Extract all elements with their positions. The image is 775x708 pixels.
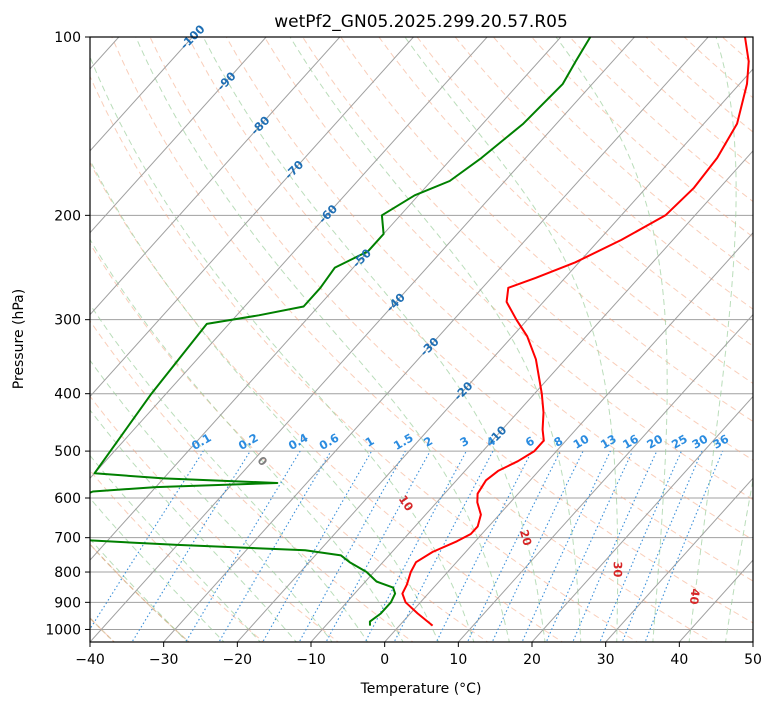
mixing-ratio-line bbox=[521, 450, 611, 642]
moist-adiabat-line bbox=[688, 37, 737, 642]
mixing-ratio-line bbox=[621, 450, 703, 642]
mixing-ratio-line bbox=[131, 450, 251, 642]
moist-adiabat-label: 20 bbox=[517, 528, 535, 547]
y-tick-label: 800 bbox=[54, 565, 81, 581]
y-tick-label: 1000 bbox=[45, 622, 81, 638]
isotherm-line bbox=[236, 68, 753, 642]
mixing-ratio-label: 25 bbox=[669, 432, 690, 452]
mixing-ratio-line bbox=[364, 450, 467, 642]
dry-adiabat-line bbox=[90, 75, 638, 642]
y-tick-label: 500 bbox=[54, 444, 81, 460]
mixing-ratio-label: 30 bbox=[690, 432, 711, 452]
dry-adiabat-line bbox=[149, 37, 753, 624]
isotherm-line bbox=[90, 37, 488, 480]
isotherm-line bbox=[531, 395, 753, 642]
temperature-profile-line bbox=[401, 37, 750, 627]
isotherm-line bbox=[162, 37, 709, 642]
dry-adiabat-line bbox=[90, 320, 414, 642]
moist-adiabat-line bbox=[90, 303, 369, 642]
y-tick-label: 700 bbox=[54, 531, 81, 547]
x-tick-label: 40 bbox=[670, 652, 688, 668]
dry-adiabat-line bbox=[90, 242, 489, 642]
isotherm-line bbox=[457, 313, 753, 642]
x-tick-label: 0 bbox=[380, 652, 389, 668]
axis-ticks: −40 −30 −20 −10 0 10 20 30 40 50 1000 900 800 700 600 5… bbox=[45, 30, 762, 668]
mixing-ratio-line bbox=[491, 450, 584, 642]
moist-adiabat-line bbox=[90, 159, 440, 642]
y-tick-label: 900 bbox=[54, 595, 81, 611]
y-tick-label: 200 bbox=[54, 208, 81, 224]
sounding-profiles bbox=[90, 37, 750, 627]
moist-adiabat-line bbox=[555, 37, 668, 642]
moist-adiabat-line bbox=[725, 477, 753, 642]
x-tick-label: 50 bbox=[744, 652, 762, 668]
plot-frame bbox=[89, 36, 754, 643]
x-tick-label: −10 bbox=[296, 652, 326, 668]
background-reference-lines bbox=[90, 37, 753, 642]
y-tick-label: 300 bbox=[54, 313, 81, 329]
mixing-ratio-label: 10 bbox=[571, 432, 592, 452]
dry-adiabat-line bbox=[90, 469, 265, 642]
dry-adiabat-line bbox=[90, 395, 339, 642]
mixing-ratio-label: 16 bbox=[620, 432, 641, 452]
mixing-ratio-label: 20 bbox=[644, 432, 665, 452]
dry-adiabat-line bbox=[302, 37, 753, 461]
mixing-ratio-line bbox=[90, 450, 204, 630]
isotherm-line bbox=[90, 37, 267, 234]
moist-adiabat-line bbox=[90, 238, 404, 642]
dry-adiabat-line bbox=[90, 543, 190, 642]
moist-adiabat-line bbox=[404, 37, 619, 642]
moist-adiabat-line bbox=[202, 37, 546, 642]
mixing-ratio-line bbox=[218, 450, 332, 642]
mixing-ratio-label: 36 bbox=[710, 432, 731, 452]
isotherm-line bbox=[310, 150, 753, 642]
mixing-ratio-label: 13 bbox=[598, 432, 619, 452]
moist-adiabat-line bbox=[135, 37, 510, 642]
isotherm-line bbox=[90, 37, 194, 152]
x-tick-label: 30 bbox=[597, 652, 615, 668]
isotherm-line bbox=[90, 37, 341, 316]
x-tick-label: −20 bbox=[223, 652, 253, 668]
isotherm-line bbox=[383, 231, 753, 642]
moist-adiabat-line bbox=[289, 37, 582, 642]
mixing-ratio-line bbox=[644, 450, 724, 642]
mixing-ratio-line bbox=[599, 450, 682, 642]
dry-adiabat-line bbox=[378, 37, 753, 385]
moist-adiabat-label: 40 bbox=[687, 588, 703, 606]
moist-adiabat-line bbox=[90, 55, 475, 642]
x-tick-label: 20 bbox=[523, 652, 541, 668]
x-axis-label: Temperature (°C) bbox=[360, 681, 482, 697]
x-tick-label: −40 bbox=[75, 652, 105, 668]
y-tick-label: 600 bbox=[54, 491, 81, 507]
isotherm-line bbox=[90, 37, 415, 398]
x-tick-label: −30 bbox=[149, 652, 179, 668]
y-tick-label: 400 bbox=[54, 387, 81, 403]
moist-adiabat-line bbox=[90, 359, 333, 642]
x-tick-label: 10 bbox=[449, 652, 467, 668]
moist-adiabat-line bbox=[90, 409, 297, 642]
dry-adiabat-line bbox=[416, 37, 753, 347]
dewpoint-profile-line bbox=[90, 37, 592, 626]
isotherm-line bbox=[604, 477, 753, 642]
chart-title: wetPf2_GN05.2025.299.20.57.R05 bbox=[274, 12, 568, 32]
y-axis-label: Pressure (hPa) bbox=[11, 289, 27, 389]
mixing-ratio-line bbox=[393, 450, 494, 642]
y-tick-label: 100 bbox=[54, 30, 81, 46]
dry-adiabat-line bbox=[340, 37, 753, 423]
dry-adiabat-line bbox=[264, 37, 753, 501]
moist-adiabat-label: 30 bbox=[611, 561, 625, 577]
isotherm-line bbox=[90, 37, 636, 642]
